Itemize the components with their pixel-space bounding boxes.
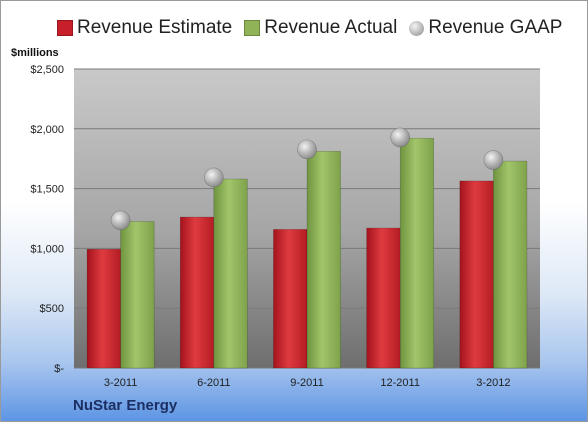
- x-tick-label: 6-2011: [197, 377, 230, 389]
- legend-gaap-label: Revenue GAAP: [428, 17, 563, 38]
- legend-estimate-label: Revenue Estimate: [77, 17, 233, 38]
- y-tick-label: $2,000: [30, 124, 64, 136]
- gaap-marker: [483, 150, 504, 170]
- gaap-marker: [390, 127, 411, 148]
- y-tick-label: $-: [54, 363, 64, 375]
- x-tick-label: 3-2012: [476, 377, 510, 389]
- y-axis-ticks: $- $500 $1,000 $1,500 $2,000 $2,500: [30, 64, 64, 375]
- estimate-bar: [459, 180, 494, 369]
- y-unit-label: $millions: [11, 47, 59, 59]
- legend-item-gaap: Revenue GAAP: [409, 17, 562, 39]
- gaap-marker-swatch: [409, 20, 425, 36]
- gaap-marker: [204, 167, 224, 188]
- gaap-markers: [110, 127, 504, 231]
- gaap-marker: [110, 210, 131, 231]
- estimate-bar: [273, 229, 308, 369]
- x-tick-label: 12-2011: [380, 377, 420, 389]
- actual-swatch: [244, 20, 261, 36]
- actual-bar: [306, 150, 341, 369]
- y-tick-label: $500: [40, 303, 64, 315]
- actual-bar: [213, 178, 248, 369]
- x-tick-label: 9-2011: [290, 377, 323, 389]
- legend-item-estimate: Revenue Estimate: [57, 17, 232, 39]
- legend-actual-label: Revenue Actual: [264, 17, 398, 38]
- x-axis-ticks: 3-2011 6-2011 9-2011 12-2011 3-2012: [104, 377, 511, 389]
- legend-item-actual: Revenue Actual: [244, 17, 397, 39]
- actual-bar: [399, 137, 435, 369]
- estimate-bar: [86, 248, 121, 369]
- company-name: NuStar Energy: [73, 397, 178, 414]
- actual-bar: [493, 160, 528, 369]
- y-tick-label: $1,000: [30, 243, 64, 255]
- gaap-marker: [297, 139, 317, 160]
- legend: Revenue Estimate Revenue Actual Revenue …: [57, 17, 579, 39]
- estimate-bar: [366, 227, 401, 369]
- estimate-swatch: [57, 20, 73, 36]
- bars: [86, 137, 528, 369]
- estimate-bar: [179, 216, 215, 369]
- actual-bar: [120, 221, 155, 369]
- y-tick-label: $1,500: [30, 184, 64, 196]
- x-tick-label: 3-2011: [104, 377, 137, 389]
- y-tick-label: $2,500: [30, 64, 64, 76]
